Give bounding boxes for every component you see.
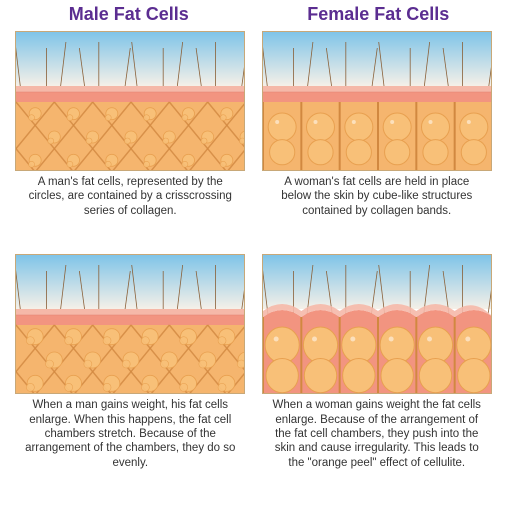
caption-female-top: A woman's fat cells are held in place be… xyxy=(262,171,492,218)
male-header: Male Fat Cells xyxy=(4,4,254,25)
diagram-male-enlarged xyxy=(15,254,245,394)
panel-male-enlarged: When a man gains weight, his fat cells e… xyxy=(12,254,249,502)
caption-female-bottom: When a woman gains weight the fat cells … xyxy=(262,394,492,470)
diagram-female-normal xyxy=(262,31,492,171)
caption-male-bottom: When a man gains weight, his fat cells e… xyxy=(15,394,245,470)
female-header: Female Fat Cells xyxy=(254,4,504,25)
diagram-male-normal xyxy=(15,31,245,171)
diagram-female-enlarged xyxy=(262,254,492,394)
panel-female-enlarged: When a woman gains weight the fat cells … xyxy=(259,254,496,502)
panel-female-normal: A woman's fat cells are held in place be… xyxy=(259,31,496,250)
diagram-grid: A man's fat cells, represented by the ci… xyxy=(4,31,503,502)
caption-male-top: A man's fat cells, represented by the ci… xyxy=(15,171,245,218)
panel-male-normal: A man's fat cells, represented by the ci… xyxy=(12,31,249,250)
